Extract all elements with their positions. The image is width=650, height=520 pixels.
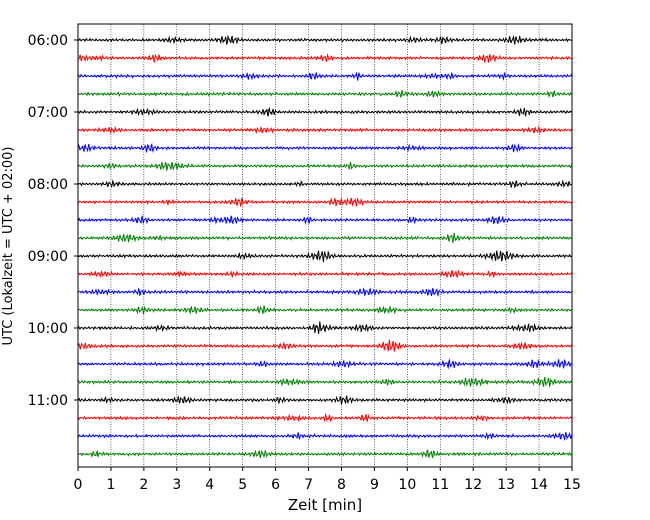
x-tick-label: 14 bbox=[530, 477, 548, 493]
trace-0945 bbox=[77, 305, 573, 315]
y-tick-label: 11:00 bbox=[28, 393, 68, 409]
x-tick-label: 15 bbox=[563, 477, 581, 493]
trace-1145 bbox=[77, 449, 572, 459]
trace-1000 bbox=[77, 321, 573, 335]
y-axis-label: UTC (Lokalzeit = UTC + 02:00) bbox=[1, 147, 16, 346]
x-tick-label: 8 bbox=[337, 477, 346, 493]
y-tick-label: 08:00 bbox=[28, 177, 68, 193]
trace-0615 bbox=[77, 53, 573, 63]
trace-0630 bbox=[77, 71, 573, 81]
trace-1015 bbox=[77, 339, 573, 353]
y-tick-label: 06:00 bbox=[28, 33, 68, 49]
trace-0900 bbox=[77, 250, 572, 263]
trace-series bbox=[77, 34, 573, 459]
trace-0645 bbox=[77, 89, 572, 99]
trace-1130 bbox=[77, 431, 573, 442]
x-tick-label: 2 bbox=[139, 477, 148, 493]
trace-1030 bbox=[77, 358, 573, 370]
y-axis-ticks: 06:00 07:00 08:00 09:00 10:00 11:00 bbox=[28, 33, 78, 409]
x-tick-label: 13 bbox=[497, 477, 515, 493]
x-axis-label: Zeit [min] bbox=[288, 496, 362, 514]
trace-0700 bbox=[77, 106, 573, 117]
y-tick-label: 09:00 bbox=[28, 249, 68, 265]
y-tick-label: 10:00 bbox=[28, 321, 68, 337]
x-tick-label: 11 bbox=[431, 477, 449, 493]
x-tick-label: 1 bbox=[106, 477, 115, 493]
x-tick-label: 3 bbox=[172, 477, 181, 493]
trace-0930 bbox=[77, 287, 572, 297]
trace-1100 bbox=[77, 395, 573, 406]
x-tick-label: 9 bbox=[370, 477, 379, 493]
trace-1115 bbox=[77, 412, 573, 423]
trace-0915 bbox=[77, 269, 573, 279]
plot-frame bbox=[77, 23, 573, 468]
trace-0730 bbox=[77, 142, 572, 154]
x-tick-label: 10 bbox=[398, 477, 416, 493]
x-tick-label: 0 bbox=[74, 477, 83, 493]
trace-0600 bbox=[77, 34, 572, 45]
x-tick-label: 4 bbox=[205, 477, 214, 493]
trace-1045 bbox=[77, 376, 573, 387]
x-tick-label: 12 bbox=[464, 477, 482, 493]
trace-0830 bbox=[77, 214, 573, 225]
y-tick-label: 07:00 bbox=[28, 105, 68, 121]
x-tick-label: 7 bbox=[304, 477, 313, 493]
trace-0745 bbox=[77, 161, 573, 173]
x-tick-label: 5 bbox=[238, 477, 247, 493]
trace-0800 bbox=[77, 179, 572, 189]
trace-0715 bbox=[77, 125, 572, 135]
x-tick-label: 6 bbox=[271, 477, 280, 493]
trace-0815 bbox=[77, 197, 573, 208]
x-axis-ticks: 0 1 2 3 4 5 6 7 8 9 10 11 12 13 14 15 bbox=[74, 467, 581, 493]
trace-0845 bbox=[77, 232, 572, 244]
